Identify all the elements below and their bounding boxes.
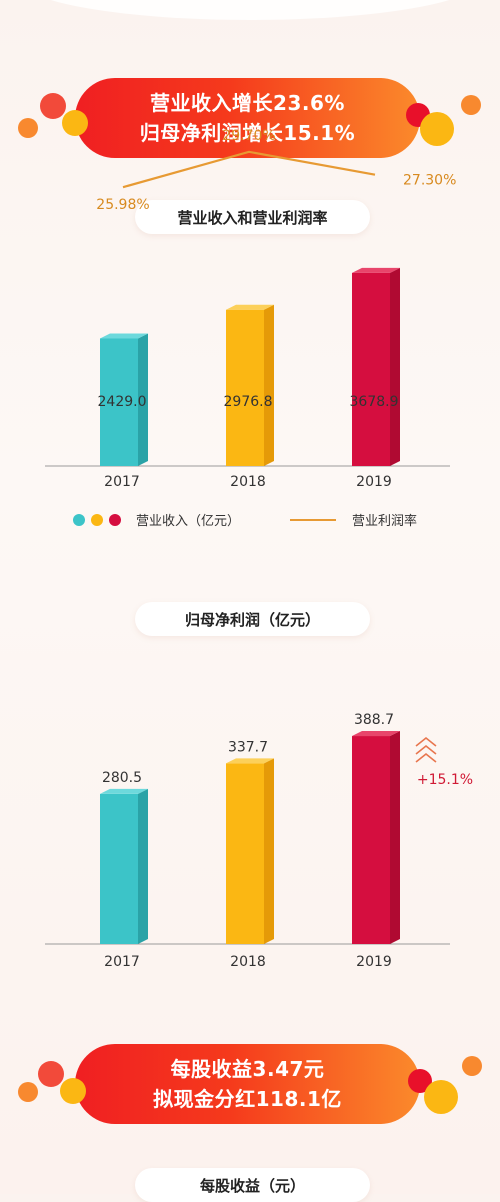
revenue-chart: 2429.0 2017 2976.8 2018 3678.9 2019 25.98% 29.7… bbox=[45, 128, 456, 490]
banner-line-eps: 每股收益3.47元 bbox=[170, 1057, 325, 1081]
decor-dot bbox=[38, 1061, 64, 1087]
bar bbox=[100, 338, 138, 466]
growth-arrow-chevron bbox=[415, 736, 437, 747]
bar-top bbox=[352, 267, 400, 273]
decor-dot bbox=[424, 1080, 458, 1114]
banner-line-revenue: 营业收入增长23.6% bbox=[150, 91, 345, 115]
bar-side bbox=[390, 731, 400, 944]
growth-arrow-chevron bbox=[415, 744, 437, 755]
bar-value-label: 337.7 bbox=[228, 739, 268, 755]
decor-dot bbox=[62, 110, 88, 136]
decor-dot bbox=[18, 1082, 38, 1102]
bar-value-label: 388.7 bbox=[354, 712, 394, 728]
legend-label-revenue: 营业收入（亿元） bbox=[136, 514, 241, 529]
margin-line bbox=[122, 150, 376, 189]
growth-arrow-chevron bbox=[415, 752, 437, 763]
bar-value-label: 2429.0 bbox=[98, 394, 147, 410]
decor-dot bbox=[462, 1056, 482, 1076]
bar bbox=[100, 793, 138, 944]
bar-top bbox=[352, 731, 400, 737]
x-tick-label: 2019 bbox=[356, 474, 392, 490]
decor-dot bbox=[18, 118, 38, 138]
bar-value-label: 2976.8 bbox=[224, 394, 273, 410]
bar bbox=[352, 272, 390, 466]
x-tick-label: 2018 bbox=[230, 474, 266, 490]
bar-side bbox=[264, 758, 274, 944]
x-tick-label: 2019 bbox=[356, 954, 392, 970]
decor-dot bbox=[461, 95, 481, 115]
legend-dot-yellow bbox=[91, 514, 103, 526]
section-title-revenue: 营业收入和营业利润率 bbox=[135, 200, 370, 234]
chart-legend: 营业收入（亿元） 营业利润率 bbox=[0, 508, 500, 532]
net-profit-chart: 280.5 2017 337.7 2018 388.7 2019 +15.1% bbox=[45, 712, 473, 970]
bar-side bbox=[138, 333, 148, 466]
bar bbox=[226, 309, 264, 466]
banner-revenue-profit: 营业收入增长23.6% 归母净利润增长15.1% bbox=[75, 78, 420, 158]
section-title-net-profit: 归母净利润（亿元） bbox=[135, 602, 370, 636]
line-value-label: 29.70% bbox=[222, 128, 275, 144]
bar-side bbox=[264, 304, 274, 466]
x-tick-label: 2018 bbox=[230, 954, 266, 970]
banner-eps-dividend: 每股收益3.47元 拟现金分红118.1亿 bbox=[75, 1044, 420, 1124]
growth-label: +15.1% bbox=[417, 772, 473, 788]
bar-value-label: 280.5 bbox=[102, 770, 142, 786]
bar bbox=[352, 736, 390, 944]
banner-line-dividend: 拟现金分红118.1亿 bbox=[153, 1087, 342, 1111]
section-title-eps: 每股收益（元） bbox=[135, 1168, 370, 1202]
legend-label-margin: 营业利润率 bbox=[352, 514, 418, 529]
line-value-label: 25.98% bbox=[96, 197, 149, 213]
banner-line-profit: 归母净利润增长15.1% bbox=[139, 121, 356, 145]
decor-dot bbox=[60, 1078, 86, 1104]
x-tick-label: 2017 bbox=[104, 954, 140, 970]
bar-value-label: 3678.9 bbox=[350, 394, 399, 410]
line-value-label: 27.30% bbox=[403, 173, 456, 189]
legend-dot-red bbox=[109, 514, 121, 526]
bar-top bbox=[226, 758, 274, 764]
legend-line-swatch bbox=[290, 519, 336, 521]
bar-side bbox=[390, 267, 400, 466]
legend-dot-teal bbox=[73, 514, 85, 526]
decor-dot bbox=[40, 93, 66, 119]
bar-top bbox=[100, 333, 148, 339]
bar-top bbox=[100, 788, 148, 794]
bar bbox=[226, 763, 264, 944]
decor-dot bbox=[420, 112, 454, 146]
bar-top bbox=[226, 304, 274, 310]
bar-side bbox=[138, 788, 148, 944]
x-tick-label: 2017 bbox=[104, 474, 140, 490]
